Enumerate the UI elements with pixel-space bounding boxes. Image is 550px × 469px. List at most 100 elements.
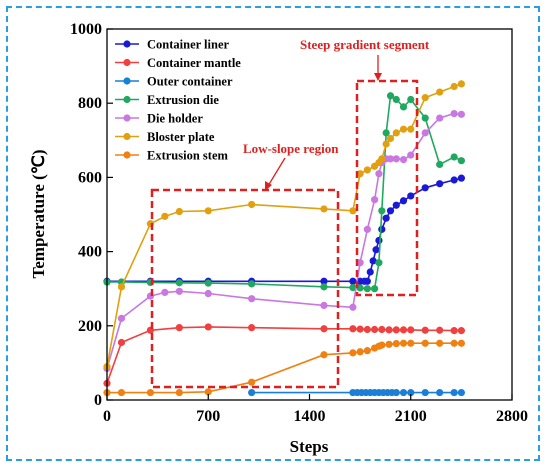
data-point-die-holder <box>457 110 465 118</box>
steep-gradient-arrowhead <box>374 73 382 81</box>
data-point-die-holder <box>436 114 444 122</box>
data-point-container-liner <box>375 236 383 245</box>
data-point-bloster-plate <box>392 129 400 137</box>
data-point-container-mantle <box>421 326 429 334</box>
data-point-container-liner <box>372 246 380 254</box>
legend-marker-extrusion-stem <box>123 151 131 159</box>
data-point-bloster-plate <box>320 205 328 213</box>
steep-gradient-label: Steep gradient segment <box>300 37 430 52</box>
low-slope-arrow <box>267 157 286 187</box>
data-point-container-liner <box>407 192 415 200</box>
data-point-extrusion-stem <box>378 341 386 349</box>
x-tick-label: 1400 <box>294 408 326 425</box>
data-point-container-mantle <box>363 325 371 334</box>
data-point-container-liner <box>382 214 390 222</box>
data-point-bloster-plate <box>436 88 444 96</box>
legend-marker-outer-container <box>123 77 131 85</box>
data-point-die-holder <box>370 196 379 204</box>
data-point-container-liner <box>369 257 377 265</box>
data-point-die-holder <box>407 151 415 159</box>
legend-label-extrusion-die: Extrusion die <box>147 93 219 107</box>
data-point-container-liner <box>349 277 357 285</box>
legend-marker-container-liner <box>123 40 131 48</box>
data-point-extrusion-stem <box>320 351 328 359</box>
data-point-container-mantle <box>450 327 458 335</box>
data-point-container-liner <box>363 277 371 285</box>
legend-marker-container-mantle <box>123 58 131 67</box>
data-point-extrusion-die <box>370 285 379 293</box>
data-point-bloster-plate <box>421 94 429 102</box>
data-point-container-mantle <box>175 324 183 332</box>
data-point-die-holder <box>175 287 183 295</box>
data-point-outer-container <box>450 388 458 397</box>
legend-label-die-holder: Die holder <box>147 112 203 126</box>
data-point-container-liner <box>450 176 458 184</box>
data-point-container-liner <box>392 201 400 209</box>
data-point-container-liner <box>399 197 408 205</box>
data-point-extrusion-stem <box>399 339 408 347</box>
data-point-extrusion-die <box>450 153 458 161</box>
legend-marker-bloster-plate <box>123 132 131 141</box>
data-point-container-mantle <box>349 325 357 333</box>
data-point-extrusion-stem <box>407 339 415 347</box>
data-point-container-liner <box>436 180 444 188</box>
legend-marker-die-holder <box>123 114 131 122</box>
data-point-bloster-plate <box>450 82 458 91</box>
data-point-extrusion-die <box>320 283 328 291</box>
y-tick-label: 600 <box>78 169 102 186</box>
data-point-bloster-plate <box>356 170 364 178</box>
data-point-container-liner <box>457 174 465 182</box>
data-point-extrusion-stem <box>363 347 371 355</box>
legend-label-container-liner: Container liner <box>147 38 230 52</box>
data-point-extrusion-die <box>375 259 383 267</box>
data-point-bloster-plate <box>457 80 465 88</box>
data-point-outer-container <box>248 388 256 397</box>
data-point-die-holder <box>386 155 395 163</box>
data-point-container-mantle <box>370 325 379 334</box>
data-point-die-holder <box>392 155 400 163</box>
data-point-container-mantle <box>457 327 465 335</box>
data-point-extrusion-die <box>204 279 212 287</box>
chart-frame <box>6 6 540 461</box>
data-point-die-holder <box>450 109 458 118</box>
legend: Container liner Container mantle Outer con… <box>115 38 241 163</box>
data-point-extrusion-stem <box>146 388 154 397</box>
data-point-container-liner <box>378 225 386 233</box>
data-point-container-liner <box>366 268 374 276</box>
data-point-extrusion-die <box>392 95 400 104</box>
x-axis-label: Steps <box>290 437 329 456</box>
data-point-extrusion-stem <box>356 348 364 356</box>
data-point-extrusion-stem <box>204 388 212 396</box>
series-line-extrusion-stem <box>107 342 462 394</box>
legend-label-outer-container: Outer container <box>147 75 233 89</box>
data-point-container-mantle <box>204 323 212 331</box>
data-point-bloster-plate <box>349 207 357 215</box>
data-point-bloster-plate <box>117 283 126 291</box>
data-point-bloster-plate <box>407 125 415 133</box>
legend-label-container-mantle: Container mantle <box>147 56 241 70</box>
series-line-container-mantle <box>106 326 462 384</box>
data-point-extrusion-die <box>386 92 395 100</box>
data-point-extrusion-stem <box>175 388 183 397</box>
data-point-container-liner <box>386 207 395 215</box>
data-point-bloster-plate <box>386 134 395 143</box>
data-point-extrusion-stem <box>248 378 256 386</box>
data-point-container-mantle <box>436 326 444 334</box>
data-point-extrusion-die <box>457 157 465 165</box>
data-point-extrusion-stem <box>117 388 126 397</box>
y-axis-label: Temperature (℃) <box>29 149 48 278</box>
data-point-die-holder <box>375 170 383 178</box>
data-point-extrusion-die <box>378 207 386 215</box>
data-point-bloster-plate <box>363 166 371 174</box>
data-point-bloster-plate <box>175 207 183 216</box>
data-point-container-mantle <box>392 326 400 334</box>
data-point-bloster-plate <box>248 200 256 209</box>
y-tick-label: 800 <box>78 95 102 112</box>
data-point-extrusion-die <box>436 160 444 169</box>
data-point-container-liner <box>421 184 429 192</box>
data-point-die-holder <box>356 259 364 267</box>
data-point-outer-container <box>421 388 429 397</box>
data-point-extrusion-stem <box>450 339 458 347</box>
data-point-extrusion-die <box>363 285 371 293</box>
